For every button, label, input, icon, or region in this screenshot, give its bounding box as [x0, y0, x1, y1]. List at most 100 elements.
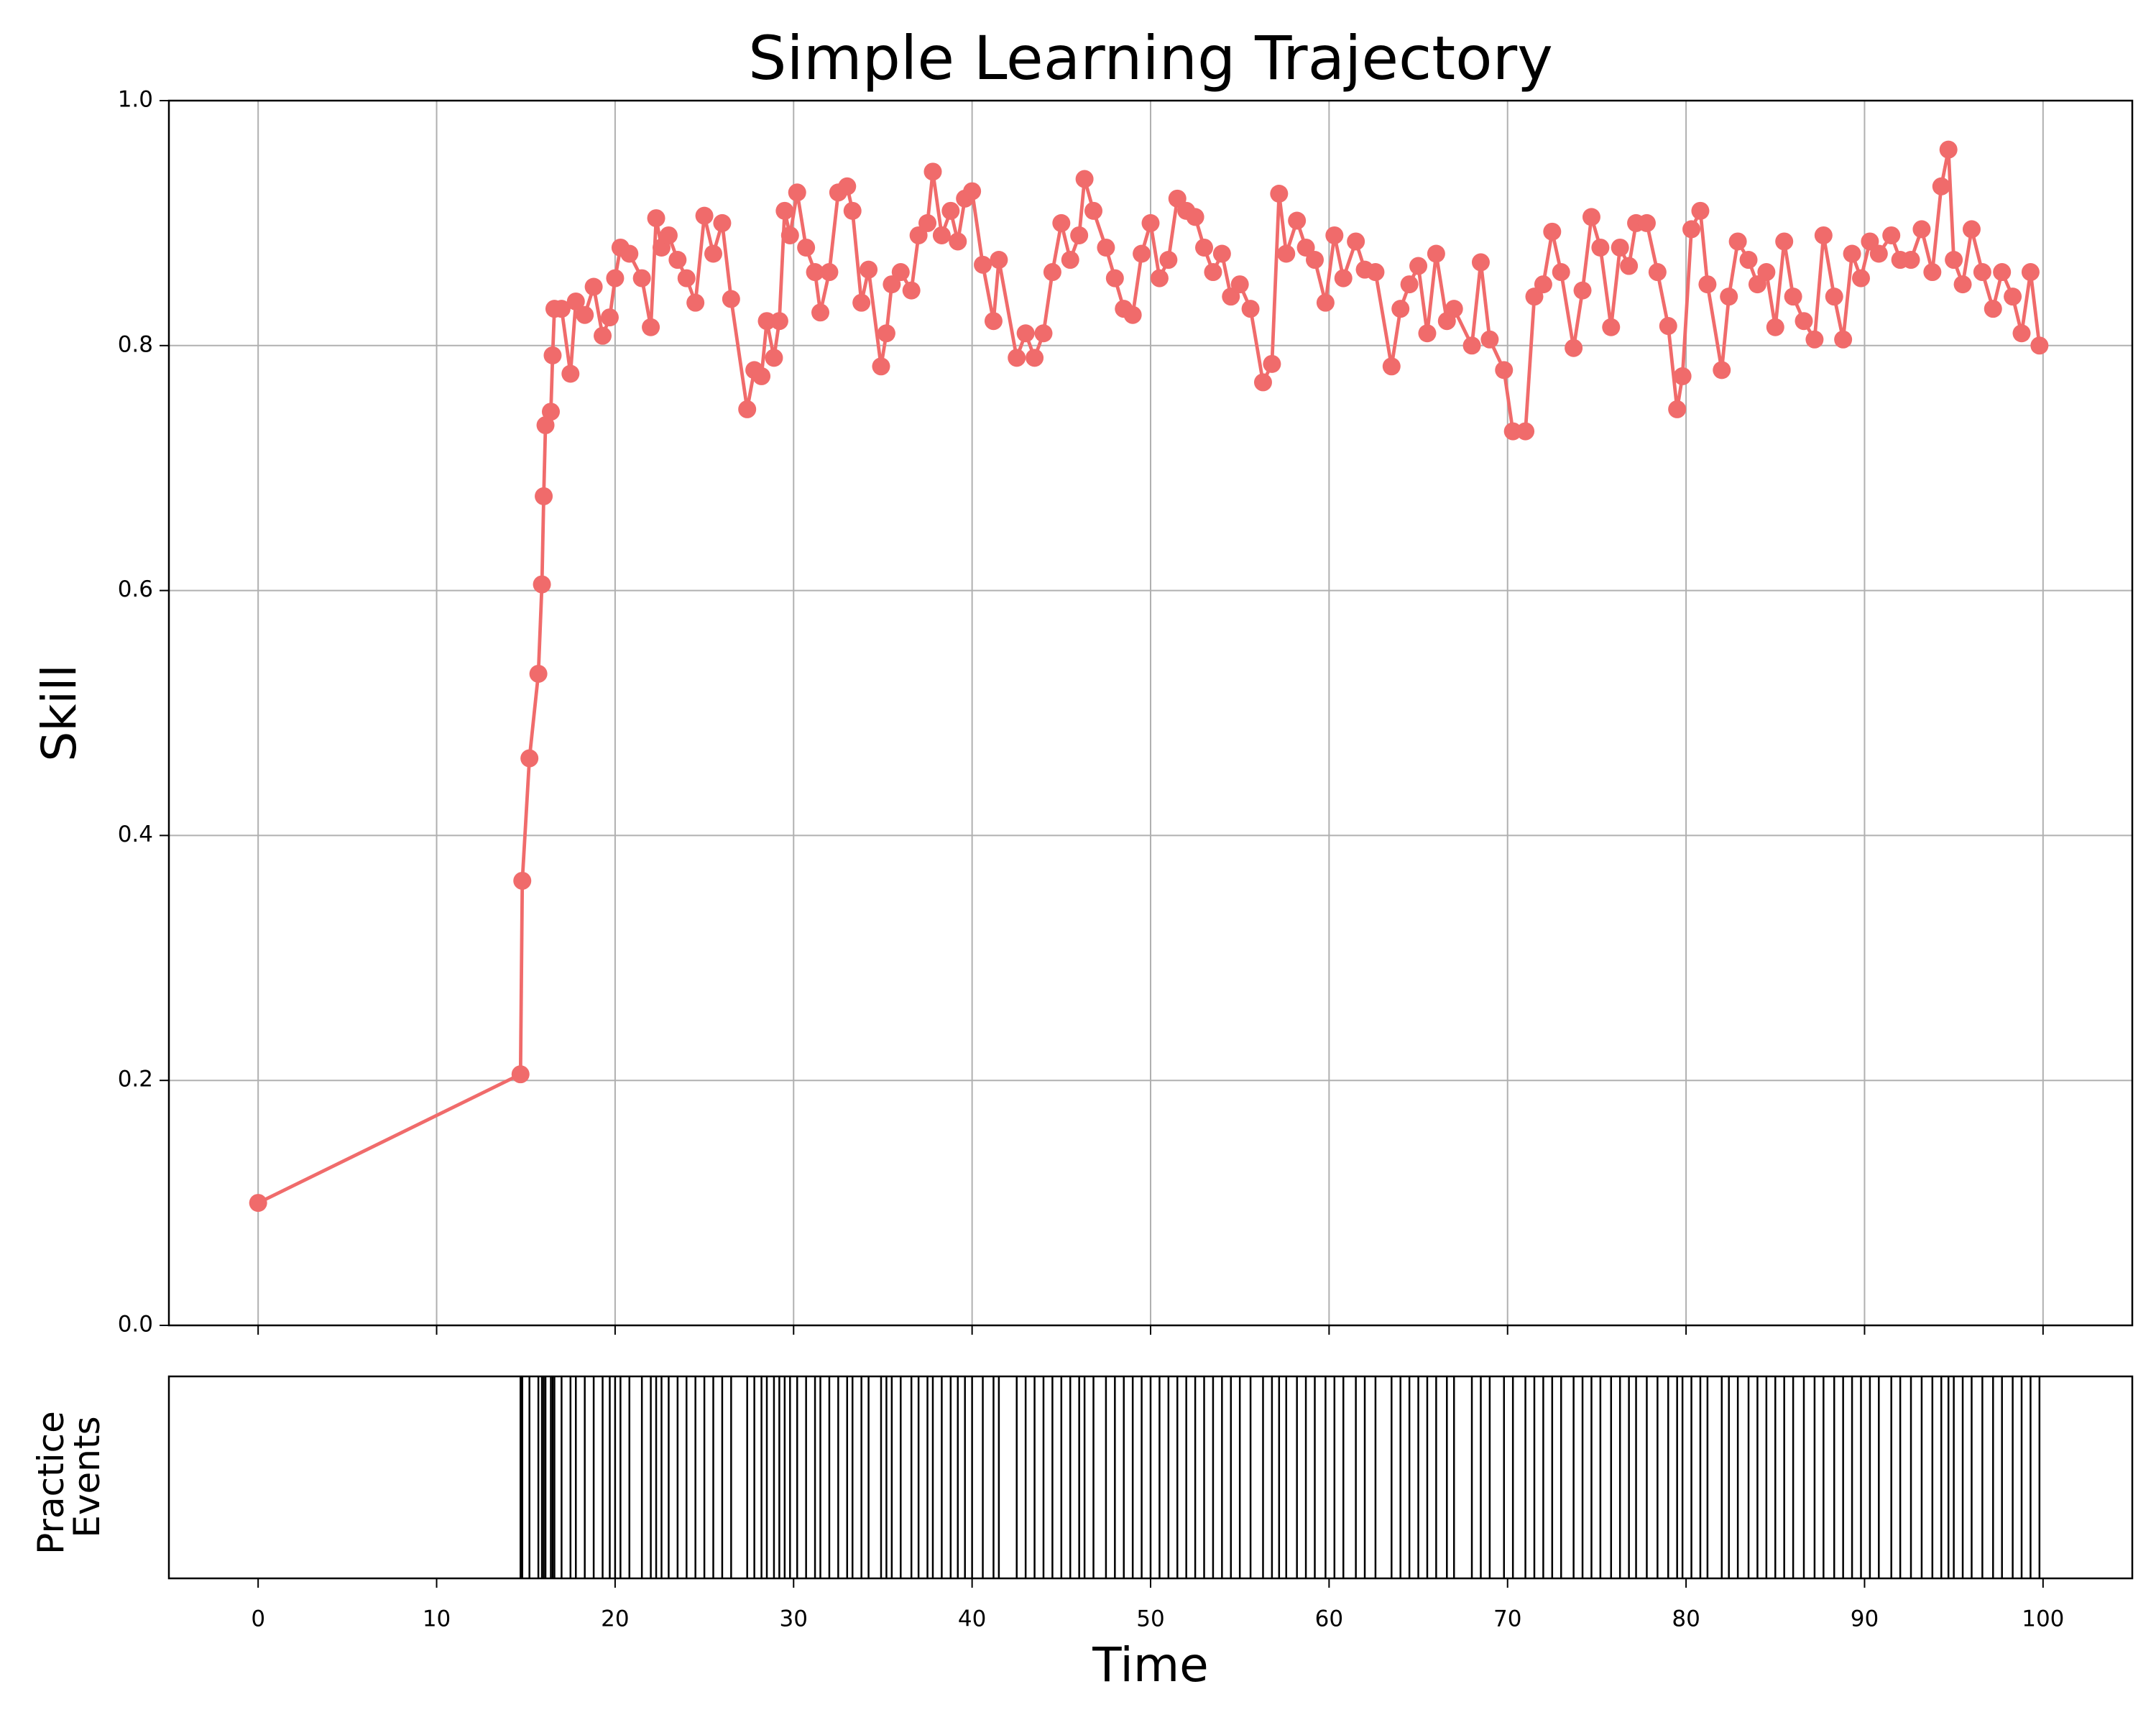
skill-point — [533, 575, 551, 594]
skill-point — [811, 303, 830, 322]
skill-point — [677, 269, 696, 288]
skill-point — [552, 300, 571, 318]
skill-point — [1591, 238, 1610, 257]
skill-point — [1673, 367, 1692, 385]
x-tick-label: 30 — [780, 1606, 808, 1632]
skill-point — [1212, 244, 1231, 263]
skill-point — [1186, 208, 1204, 226]
skill-point — [1445, 300, 1463, 318]
skill-point — [1923, 263, 1942, 282]
y-axis-label: Practice Events — [30, 1399, 108, 1555]
skill-point — [1008, 349, 1026, 367]
skill-point — [860, 260, 878, 279]
skill-point — [1495, 361, 1514, 380]
skill-point — [1766, 318, 1784, 336]
skill-point — [2021, 263, 2040, 282]
skill-point — [1503, 422, 1522, 441]
skill-point — [838, 177, 857, 196]
skill-point — [1973, 263, 1991, 282]
skill-point — [1543, 222, 1562, 241]
skill-point — [1391, 300, 1410, 318]
skill-point — [1204, 263, 1222, 282]
skill-point — [668, 251, 687, 270]
skill-point — [1141, 213, 1160, 232]
skill-point — [1993, 263, 2012, 282]
skill-point — [1097, 238, 1115, 257]
skill-point — [606, 269, 625, 288]
x-tick-label: 0 — [251, 1606, 265, 1632]
skill-point — [543, 346, 562, 364]
skill-point — [1150, 269, 1169, 288]
skill-point — [2004, 288, 2022, 306]
x-tick-label: 80 — [1672, 1606, 1700, 1632]
x-tick-label: 90 — [1851, 1606, 1879, 1632]
skill-point — [1565, 339, 1583, 357]
skill-point — [659, 226, 678, 244]
y-tick-label: 1.0 — [118, 87, 153, 113]
skill-point — [632, 269, 651, 288]
skill-point — [576, 305, 594, 324]
skill-point — [1334, 269, 1353, 288]
x-tick-label: 100 — [2022, 1606, 2064, 1632]
skill-point — [780, 226, 799, 244]
skill-point — [820, 263, 839, 282]
y-axis-label-line: Practice — [30, 1411, 72, 1555]
skill-point — [1851, 269, 1870, 288]
skill-point — [1784, 288, 1802, 306]
skill-point — [1427, 244, 1445, 263]
skill-point — [541, 402, 560, 421]
skill-point — [1016, 324, 1035, 343]
skill-point — [1720, 288, 1738, 306]
y-tick-label: 0.2 — [118, 1067, 153, 1092]
skill-point — [877, 324, 895, 343]
skill-point — [990, 251, 1008, 270]
skill-point — [713, 213, 732, 232]
skill-point — [695, 206, 714, 225]
skill-point — [1834, 330, 1853, 349]
plot-frame — [167, 1375, 2134, 1580]
skill-point — [1713, 361, 1731, 380]
skill-point — [1648, 263, 1667, 282]
skill-point — [757, 312, 776, 331]
skill-point — [918, 213, 937, 232]
skill-point — [806, 263, 824, 282]
skill-point — [1843, 244, 1861, 263]
skill-point — [1409, 257, 1428, 275]
skill-point — [1277, 244, 1296, 263]
skill-point — [520, 749, 539, 768]
chart-title: Simple Learning Trajectory — [748, 23, 1553, 93]
skill-point — [1105, 269, 1124, 288]
skill-point — [566, 292, 585, 310]
skill-point — [1026, 349, 1044, 367]
x-tick-label: 70 — [1493, 1606, 1521, 1632]
skill-point — [1084, 201, 1103, 220]
skill-point — [600, 308, 619, 327]
skill-point — [1814, 226, 1833, 244]
skill-point — [1939, 140, 1958, 159]
skill-point — [1133, 244, 1151, 263]
skill-point — [891, 263, 910, 282]
skill-point — [620, 244, 639, 263]
y-tick-label: 0.8 — [118, 331, 153, 357]
x-tick-label: 10 — [423, 1606, 451, 1632]
skill-point — [2030, 336, 2049, 355]
skill-point — [1739, 251, 1758, 270]
skill-point — [1316, 293, 1335, 312]
skill-point — [941, 201, 960, 220]
plot-frame — [167, 99, 2134, 1327]
skill-point — [1932, 177, 1950, 196]
skill-point — [1400, 275, 1419, 294]
skill-point — [1945, 251, 1963, 270]
skill-point — [1953, 275, 1972, 294]
x-tick-label: 40 — [958, 1606, 986, 1632]
skill-point — [513, 871, 532, 890]
x-axis-label: Time — [1092, 1637, 1209, 1693]
skill-point — [1230, 275, 1249, 294]
skill-point — [974, 255, 992, 274]
skill-point — [1418, 324, 1437, 343]
skill-point — [1516, 422, 1535, 441]
skill-point — [775, 201, 794, 220]
skill-point — [1471, 253, 1490, 272]
skill-point — [1659, 317, 1677, 336]
